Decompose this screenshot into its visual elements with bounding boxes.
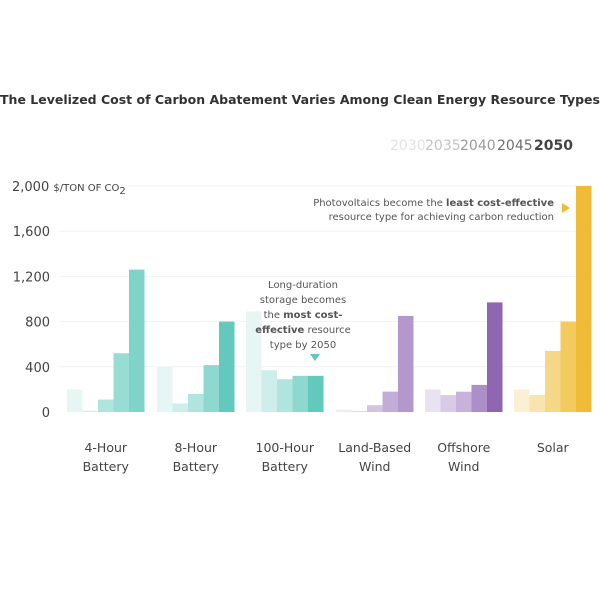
bar-2040 <box>367 405 383 412</box>
category-label: Battery <box>173 459 220 474</box>
bar-2040 <box>456 391 472 412</box>
bar-2035 <box>261 370 277 412</box>
annotation-line: Photovoltaics become the least cost-effe… <box>313 198 554 209</box>
bar-2035 <box>351 410 367 412</box>
bar-2050 <box>398 315 414 412</box>
annotation-line: type by 2050 <box>270 340 336 351</box>
legend-item-2030: 2030 <box>390 138 426 154</box>
category-labels: 4-Hour Battery 8-Hour Battery 100-Hour Batter… <box>83 440 570 474</box>
bar-2035 <box>82 410 98 412</box>
bar-2035 <box>529 395 545 412</box>
bar-2040 <box>277 379 293 412</box>
category-label: Battery <box>262 459 309 474</box>
bar-2050 <box>129 269 145 412</box>
annotation-line: the most cost- <box>264 310 343 321</box>
annotation-marker-right <box>562 203 570 213</box>
bar-2030 <box>157 366 173 412</box>
bar-2030 <box>425 389 441 412</box>
legend-item-2045: 2045 <box>497 138 533 154</box>
annotation-bold-text: least cost-effective <box>446 198 554 209</box>
solar-annotation: Photovoltaics become the least cost-effe… <box>313 198 570 223</box>
legend-item-2035: 2035 <box>425 138 461 154</box>
annotation-marker-down <box>310 354 320 361</box>
storage-annotation: Long-duration storage becomes the most c… <box>255 280 351 361</box>
bar-2050 <box>219 321 235 412</box>
y-unit: $/TON OF CO <box>53 183 119 194</box>
bar-2045 <box>382 391 398 412</box>
bar-2040 <box>98 399 114 412</box>
year-legend: 2030 2035 2040 2045 2050 <box>390 138 573 154</box>
bar-2045 <box>203 365 219 412</box>
y-axis: 2,000 $/TON OF CO2 0 400 800 1,200 1,600 <box>12 180 126 421</box>
annotation-bold-text: effective <box>255 325 304 336</box>
bar-2035 <box>172 403 188 412</box>
bar-2035 <box>440 395 456 412</box>
bar-2045 <box>292 375 308 412</box>
annotation-line: Long-duration <box>268 280 338 291</box>
annotation-text: the <box>264 310 284 321</box>
gridlines <box>60 185 592 368</box>
y-tick-label: 0 <box>42 406 50 421</box>
category-label: Land-Based <box>338 440 411 455</box>
y-tick-2000: 2,000 <box>12 180 49 195</box>
category-label: Battery <box>83 459 130 474</box>
bar-2045 <box>113 353 129 412</box>
bar-2040 <box>545 350 561 412</box>
bars <box>67 186 592 412</box>
y-unit-subscript: 2 <box>119 186 125 197</box>
annotation-bold-text: most cost- <box>283 310 342 321</box>
bar-2030 <box>67 389 83 412</box>
category-label: 8-Hour <box>174 440 217 455</box>
bar-2050 <box>487 302 503 412</box>
annotation-line: storage becomes <box>260 295 346 306</box>
y-axis-top-label: 2,000 $/TON OF CO2 <box>12 180 126 197</box>
bar-2030 <box>514 389 530 412</box>
annotation-text: Photovoltaics become the <box>313 198 446 209</box>
legend-item-2040: 2040 <box>460 138 496 154</box>
bar-2040 <box>188 393 204 412</box>
category-label: Wind <box>448 459 479 474</box>
annotation-text: resource <box>304 325 350 336</box>
bar-2030 <box>336 409 352 412</box>
bar-2045 <box>560 321 576 412</box>
legend-item-2050: 2050 <box>534 138 573 154</box>
bar-2050 <box>308 375 324 412</box>
bar-2050 <box>576 186 592 412</box>
category-label: 100-Hour <box>256 440 315 455</box>
category-label: Offshore <box>437 440 490 455</box>
category-label: Solar <box>537 440 570 455</box>
annotation-line: effective resource <box>255 325 351 336</box>
chart-title: The Levelized Cost of Carbon Abatement V… <box>0 92 600 107</box>
category-label: Wind <box>359 459 390 474</box>
y-tick-label: 1,600 <box>13 225 50 240</box>
y-tick-label: 400 <box>25 361 50 376</box>
category-label: 4-Hour <box>84 440 127 455</box>
bar-2030 <box>246 311 262 412</box>
y-tick-label: 800 <box>25 316 50 331</box>
bar-2045 <box>471 384 487 412</box>
annotation-line: resource type for achieving carbon reduc… <box>329 212 554 223</box>
y-tick-label: 1,200 <box>13 270 50 285</box>
